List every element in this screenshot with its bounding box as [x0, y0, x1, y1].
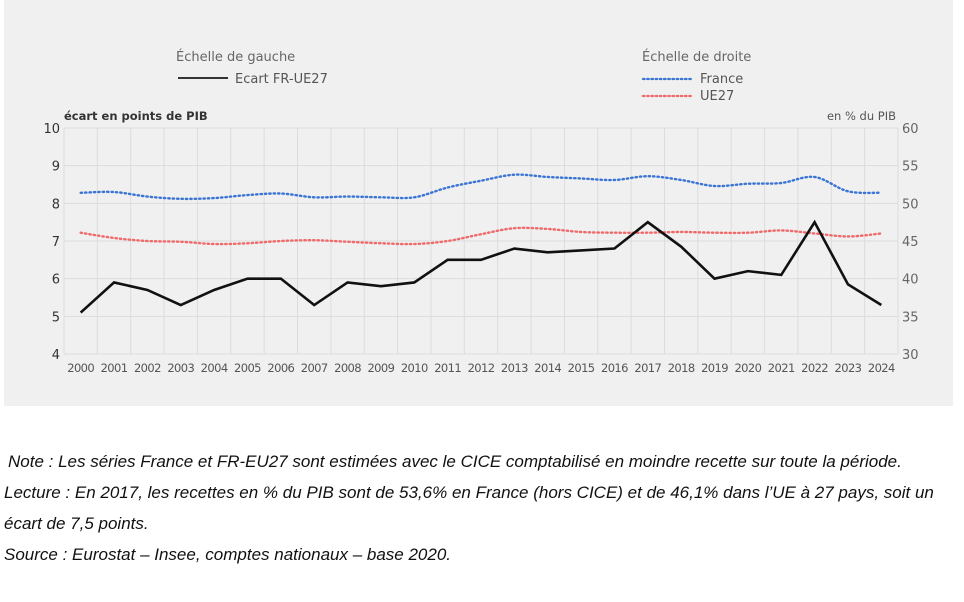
- right-tick-label: 45: [902, 235, 919, 250]
- left-tick-label: 4: [52, 348, 60, 363]
- x-tick-label: 2023: [835, 361, 862, 375]
- x-tick-label: 2012: [468, 361, 495, 375]
- right-tick-label: 35: [902, 310, 919, 325]
- series-lines: [79, 173, 883, 314]
- x-tick-label: 2000: [67, 361, 94, 375]
- right-tick-label: 30: [902, 348, 919, 363]
- x-tick-label: 2018: [668, 361, 695, 375]
- note-text: Note : Les séries France et FR-EU27 sont…: [8, 452, 902, 471]
- left-tick-label: 10: [43, 122, 60, 137]
- chart-notes: Note : Les séries France et FR-EU27 sont…: [4, 446, 962, 570]
- left-tick-label: 5: [52, 310, 60, 325]
- x-tick-label: 2011: [434, 361, 461, 375]
- left-tick-label: 7: [52, 235, 60, 250]
- gridlines: [63, 127, 899, 355]
- x-tick-label: 2016: [601, 361, 628, 375]
- x-axis-ticks: 2000 2001 2002 2003 2004 2005 2006 2007 2008 2009…: [67, 361, 895, 375]
- x-tick-label: 2010: [401, 361, 428, 375]
- left-axis-ticks: 4 5 6 7 8 9 10: [43, 122, 60, 363]
- line-chart: Échelle de gauche Ecart FR-UE27 Échelle …: [43, 49, 919, 375]
- x-tick-label: 2005: [234, 361, 261, 375]
- x-tick-label: 2021: [768, 361, 795, 375]
- right-axis-title: en % du PIB: [827, 109, 896, 123]
- x-tick-label: 2024: [868, 361, 895, 375]
- legend-left-group-title: Échelle de gauche: [176, 49, 295, 65]
- x-tick-label: 2013: [501, 361, 528, 375]
- left-axis-title: écart en points de PIB: [64, 109, 208, 123]
- series-line-ue27: [79, 226, 883, 246]
- x-tick-label: 2019: [701, 361, 728, 375]
- x-tick-label: 2002: [134, 361, 161, 375]
- x-tick-label: 2020: [734, 361, 761, 375]
- legend-label-france: France: [700, 72, 743, 87]
- left-tick-label: 9: [52, 160, 60, 175]
- source-text: Source : Eurostat – Insee, comptes natio…: [4, 545, 452, 564]
- right-tick-label: 55: [902, 160, 919, 175]
- right-tick-label: 60: [902, 122, 919, 137]
- x-tick-label: 2007: [301, 361, 328, 375]
- series-line-france: [79, 173, 883, 201]
- x-tick-label: 2017: [634, 361, 661, 375]
- left-tick-label: 6: [52, 273, 60, 288]
- legend: Échelle de gauche Ecart FR-UE27 Échelle …: [176, 49, 751, 104]
- x-tick-label: 2014: [534, 361, 561, 375]
- x-tick-label: 2022: [801, 361, 828, 375]
- series-line-ecart-fr-ue27: [79, 219, 883, 314]
- x-tick-label: 2004: [201, 361, 228, 375]
- lecture-text: Lecture : En 2017, les recettes en % du …: [4, 483, 934, 533]
- x-tick-label: 2009: [367, 361, 394, 375]
- right-tick-label: 50: [902, 197, 919, 212]
- right-axis-ticks: 30 35 40 45 50 55 60: [902, 122, 919, 363]
- x-tick-label: 2006: [267, 361, 294, 375]
- left-tick-label: 8: [52, 197, 60, 212]
- x-tick-label: 2003: [167, 361, 194, 375]
- x-tick-label: 2001: [101, 361, 128, 375]
- x-tick-label: 2008: [334, 361, 361, 375]
- legend-right-group-title: Échelle de droite: [642, 49, 751, 65]
- legend-label-ecart: Ecart FR-UE27: [235, 72, 328, 87]
- right-tick-label: 40: [902, 273, 919, 288]
- legend-label-ue27: UE27: [700, 89, 734, 104]
- x-tick-label: 2015: [568, 361, 595, 375]
